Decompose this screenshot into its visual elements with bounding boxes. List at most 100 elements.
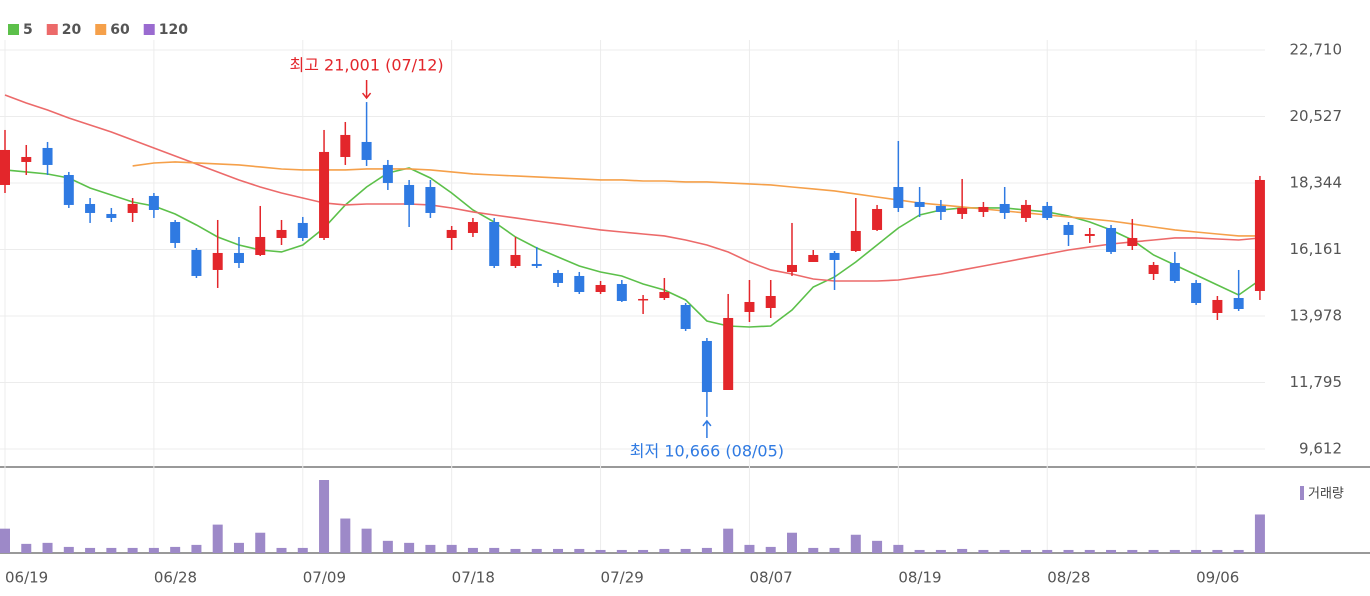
volume-bar	[489, 547, 500, 553]
candle-body	[553, 272, 564, 283]
legend-swatch	[46, 24, 58, 35]
candle-body	[638, 298, 649, 301]
candle-body	[1191, 282, 1202, 303]
y-tick-label: 13,978	[1290, 307, 1343, 325]
volume-bar	[531, 548, 542, 553]
volume-bar	[85, 547, 96, 553]
legend-swatch	[95, 24, 107, 35]
candle-body	[999, 203, 1010, 213]
volume-bar	[170, 546, 181, 553]
legend-label: 60	[110, 22, 130, 38]
volume-bar	[233, 542, 244, 553]
candle-body	[1212, 299, 1223, 313]
volume-bar	[361, 528, 372, 553]
grid	[0, 40, 1265, 553]
candle-body	[446, 229, 457, 238]
moving-averages	[4, 94, 1261, 328]
volume-bar	[319, 480, 330, 553]
low-annotation: 최저 10,666 (08/05)	[630, 442, 784, 461]
candle-body	[319, 151, 330, 238]
legend-swatch	[8, 24, 19, 35]
candle-body	[616, 283, 627, 301]
volume-bar	[1106, 549, 1117, 553]
volume-bar	[510, 548, 521, 553]
candle-body	[1042, 205, 1053, 218]
candle-body	[21, 156, 32, 162]
candle-body	[1169, 262, 1180, 281]
x-tick-label: 07/09	[303, 569, 346, 587]
candle-body	[1127, 237, 1138, 246]
x-tick-label: 08/19	[898, 569, 941, 587]
volume-bar	[1148, 549, 1159, 553]
volume-bar	[765, 546, 776, 553]
candle-body	[510, 254, 521, 266]
y-tick-label: 22,710	[1290, 41, 1343, 59]
volume-bar	[340, 518, 351, 553]
candle-body	[170, 221, 181, 243]
candle-body	[425, 186, 436, 213]
volume-bar	[21, 543, 32, 553]
volume	[0, 480, 1265, 553]
volume-bar	[1233, 549, 1244, 553]
volume-bar	[574, 548, 585, 553]
x-tick-label: 07/18	[452, 569, 495, 587]
x-tick-label: 06/19	[5, 569, 48, 587]
volume-bar	[1063, 549, 1074, 553]
high-annotation: 최고 21,001 (07/12)	[289, 56, 443, 75]
candle-body	[850, 230, 861, 251]
candle-body	[574, 275, 585, 292]
candle-body	[489, 221, 500, 266]
candle-body	[765, 295, 776, 308]
y-tick-label: 20,527	[1290, 107, 1343, 125]
legend-label: 120	[159, 22, 188, 38]
candle-body	[1148, 264, 1159, 274]
ma-line	[4, 94, 1261, 282]
volume-bar	[680, 548, 691, 553]
candle-body	[106, 213, 117, 218]
candle-body	[63, 174, 74, 205]
legend-swatch	[143, 24, 155, 35]
volume-bar	[404, 542, 415, 553]
candle-body	[1020, 204, 1031, 218]
volume-bar	[616, 549, 627, 553]
volume-bar	[723, 528, 734, 553]
volume-bar	[872, 540, 883, 553]
volume-bar	[978, 549, 989, 553]
volume-bar	[553, 548, 564, 553]
volume-bar	[935, 549, 946, 553]
candle-body	[829, 252, 840, 260]
x-tick-label: 06/28	[154, 569, 197, 587]
volume-bar	[42, 542, 53, 553]
candle-body	[191, 249, 202, 276]
candle-body	[1233, 297, 1244, 309]
candle-body	[127, 203, 138, 213]
volume-bar	[212, 524, 223, 553]
candle-body	[255, 236, 266, 255]
candle-body	[1084, 233, 1095, 236]
candle-body	[1063, 224, 1074, 235]
volume-bar	[914, 549, 925, 553]
candle-body	[276, 229, 287, 238]
candle-body	[212, 252, 223, 270]
volume-bar	[382, 540, 393, 553]
low-arrow	[702, 419, 712, 438]
volume-bar	[786, 532, 797, 553]
candle-body	[1106, 227, 1117, 252]
candle-body	[404, 184, 415, 205]
candle-body	[382, 164, 393, 183]
volume-bar	[957, 548, 968, 553]
legend-label: 20	[62, 22, 82, 38]
volume-bar	[446, 544, 457, 553]
x-tick-label: 08/07	[749, 569, 792, 587]
volume-bar	[1020, 549, 1031, 553]
volume-bar	[127, 547, 138, 553]
volume-legend-swatch	[1300, 486, 1304, 500]
volume-bar	[1084, 549, 1095, 553]
volume-bar	[148, 547, 159, 553]
volume-bar	[1127, 549, 1138, 553]
candle-body	[935, 205, 946, 212]
volume-bar	[701, 547, 712, 553]
volume-bar	[276, 547, 287, 553]
y-tick-label: 11,795	[1290, 373, 1343, 391]
volume-bar	[659, 548, 670, 553]
